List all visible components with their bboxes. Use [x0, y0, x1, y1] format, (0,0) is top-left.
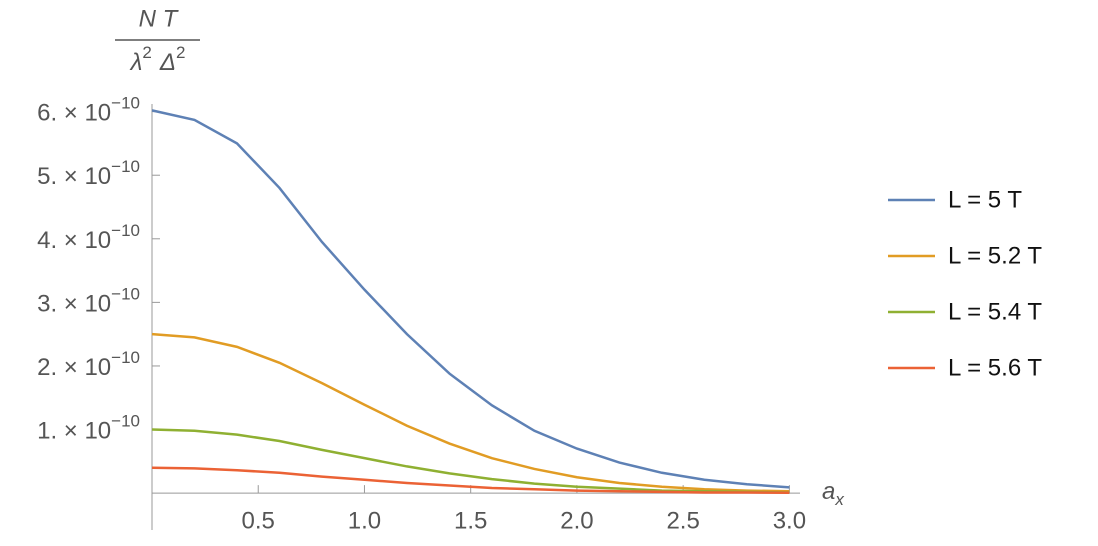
y-tick-mantissa: 2. × 10: [37, 354, 111, 381]
x-tick-label: 2.5: [666, 507, 699, 534]
y-tick-label: 2. × 10−10: [37, 348, 140, 381]
y-tick-exponent: −10: [111, 348, 140, 367]
legend-label: L = 5.4 T: [948, 298, 1042, 325]
y-tick-label: 3. × 10−10: [37, 285, 140, 318]
y-tick-exponent: −10: [111, 221, 140, 240]
y-tick-mantissa: 6. × 10: [37, 100, 111, 127]
y-label-symbol: λ: [129, 49, 143, 76]
y-tick-label: 5. × 10−10: [37, 158, 140, 191]
x-tick-label: 3.0: [773, 507, 806, 534]
x-label: ax: [822, 478, 844, 509]
y-tick-mantissa: 4. × 10: [37, 227, 111, 254]
x-tick-label: 1.5: [454, 507, 487, 534]
x-label-sub: x: [834, 491, 844, 510]
y-tick-label: 4. × 10−10: [37, 221, 140, 254]
y-label-symbol: Δ: [159, 49, 176, 76]
x-tick-label: 1.0: [348, 507, 381, 534]
y-tick-exponent: −10: [111, 158, 140, 177]
x-tick-label: 2.0: [560, 507, 593, 534]
series-line: [151, 332, 790, 493]
series-line: [151, 428, 790, 494]
y-label-denominator: λ2 Δ2: [129, 43, 186, 76]
y-tick-mantissa: 3. × 10: [37, 291, 111, 318]
legend-label: L = 5 T: [948, 186, 1022, 213]
y-tick-exponent: −10: [111, 94, 140, 113]
y-tick-exponent: −10: [111, 285, 140, 304]
x-tick-label: 0.5: [242, 507, 275, 534]
y-label-power: 2: [176, 43, 185, 62]
y-tick-label: 1. × 10−10: [37, 412, 140, 445]
series-line: [151, 466, 790, 495]
legend-label: L = 5.6 T: [948, 354, 1042, 381]
y-tick-mantissa: 1. × 10: [37, 418, 111, 445]
y-label-numerator: N T: [139, 5, 180, 32]
x-label-base: a: [822, 478, 835, 505]
y-label-power: 2: [142, 43, 151, 62]
legend-label: L = 5.2 T: [948, 242, 1042, 269]
y-tick-mantissa: 5. × 10: [37, 164, 111, 191]
y-tick-label: 6. × 10−10: [37, 94, 140, 127]
y-tick-exponent: −10: [111, 412, 140, 431]
series-line: [151, 109, 790, 489]
